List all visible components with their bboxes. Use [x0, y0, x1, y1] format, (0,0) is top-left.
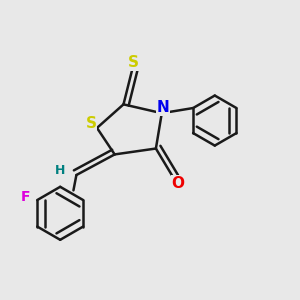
Text: S: S	[85, 116, 97, 131]
Text: S: S	[128, 55, 139, 70]
Text: H: H	[55, 164, 65, 177]
Text: F: F	[21, 190, 30, 204]
Text: N: N	[157, 100, 169, 116]
Text: O: O	[172, 176, 184, 191]
